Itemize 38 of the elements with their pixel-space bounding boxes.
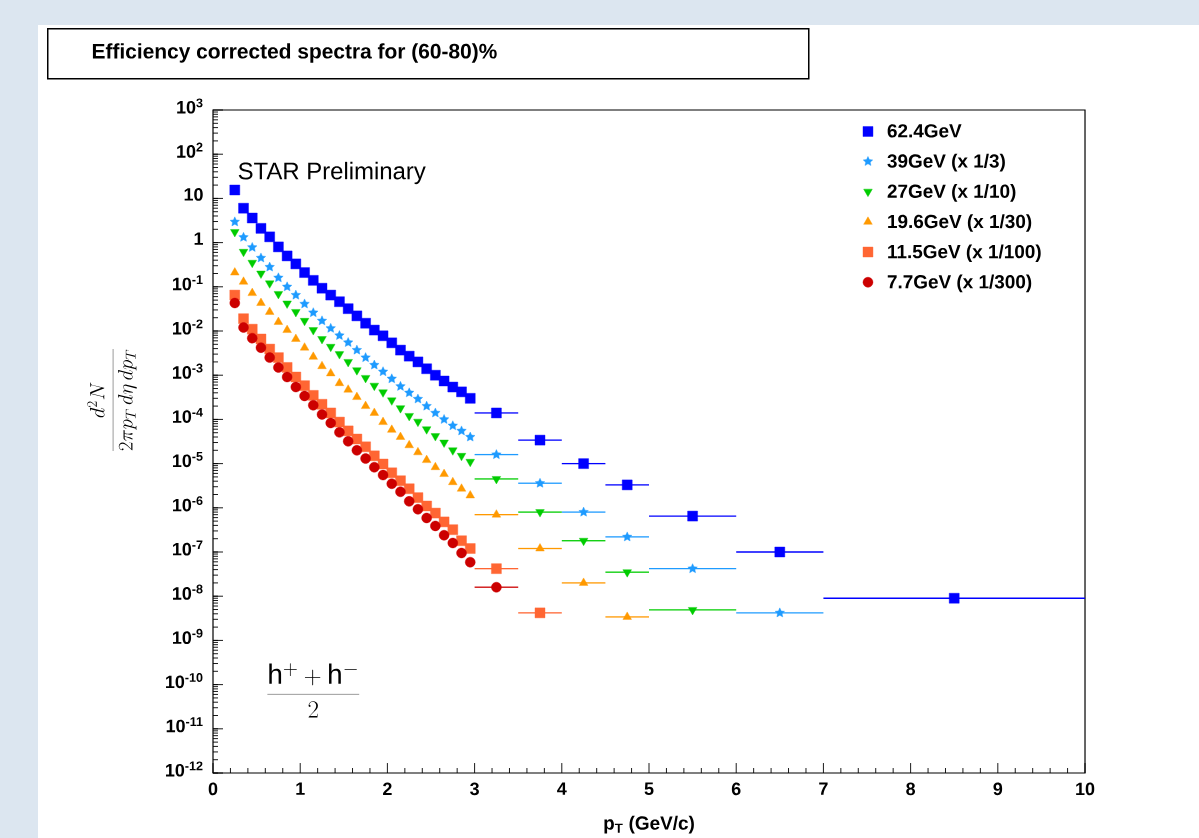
y-tick-label: 10$^{-3}$ <box>173 363 203 379</box>
y-tick-label: 10$^{-2}$ <box>173 319 203 335</box>
chart-title: Efficiency corrected spectra for (60-80)% <box>92 43 497 63</box>
y-axis-title: $\frac{d^{2}N}{2\pi p_{T}\, d\eta\, dp_{T}}$ <box>87 349 137 452</box>
x-tick-label: 10 <box>1076 782 1095 796</box>
x-tick-label: 1 <box>296 782 305 795</box>
x-tick-label: 6 <box>731 782 741 796</box>
y-tick-label: 10$^{-11}$ <box>166 717 203 733</box>
legend-label: 39GeV (x 1/3) <box>887 153 1005 172</box>
annotation: STAR Preliminary <box>238 161 426 185</box>
y-tick-label: 10$^{-1}$ <box>173 275 203 291</box>
y-tick-label: 10$^{-10}$ <box>166 673 203 689</box>
y-tick-label: 10$^{-12}$ <box>166 761 203 777</box>
legend-label: 7.7GeV (x 1/300) <box>887 274 1032 293</box>
y-tick-label: 10$^{-4}$ <box>173 407 203 423</box>
y-tick-label: 10$^{-9}$ <box>173 628 203 644</box>
x-tick-label: 4 <box>557 782 567 795</box>
annotation: $\frac{\mathrm{h}^{+}+\mathrm{h}^{-}}{2}$ <box>267 663 360 718</box>
y-tick-label: 10$^{-7}$ <box>173 540 203 556</box>
y-tick-label: 10$^{2}$ <box>177 142 203 158</box>
y-tick-label: 10 <box>184 188 203 201</box>
y-tick-label: 10$^{-5}$ <box>173 452 203 468</box>
x-tick-label: 7 <box>819 782 828 795</box>
legend-label: 11.5GeV (x 1/100) <box>888 244 1041 263</box>
legend-label: 27GeV (x 1/10) <box>887 184 1016 202</box>
x-tick-label: 9 <box>993 782 1003 796</box>
x-tick-label: 5 <box>644 782 654 796</box>
x-tick-label: 0 <box>208 782 218 796</box>
x-axis-title: p$_{T}$ (GeV/c) <box>604 815 694 834</box>
legend-label: 62.4GeV <box>887 124 962 138</box>
y-tick-label: 10$^{-6}$ <box>173 496 203 512</box>
legend-label: 19.6GeV (x 1/30) <box>888 214 1032 232</box>
x-tick-label: 8 <box>906 782 916 796</box>
y-tick-label: 1 <box>194 232 203 245</box>
x-tick-label: 2 <box>383 782 392 796</box>
y-tick-label: 10$^{3}$ <box>177 98 203 114</box>
y-tick-label: 10$^{-8}$ <box>173 584 203 600</box>
x-tick-label: 3 <box>470 782 479 796</box>
